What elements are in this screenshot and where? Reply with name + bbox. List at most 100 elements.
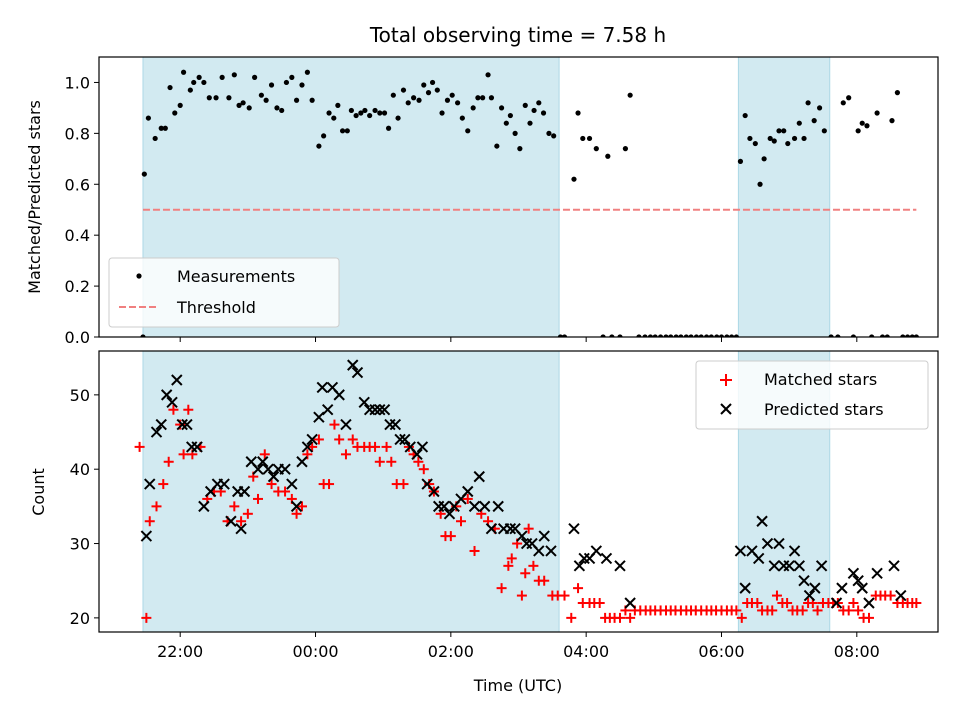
matched-star-point [503, 560, 514, 571]
predicted-star-point [533, 545, 545, 557]
measurement-point [141, 171, 147, 177]
matched-star-point [848, 598, 859, 609]
measurement-point [859, 120, 865, 126]
predicted-star-point [568, 522, 580, 535]
measurement-point [344, 128, 350, 134]
matched-star-point [334, 434, 345, 445]
matched-star-point [178, 449, 189, 460]
measurement-point [869, 334, 875, 337]
predicted-star-point [351, 366, 364, 379]
matched-star-point [911, 598, 922, 609]
measurement-point [586, 135, 593, 142]
measurement-point [551, 133, 557, 139]
measurement-point [776, 128, 782, 134]
predicted-star-point [171, 374, 183, 386]
x-tick-label: 22:00 [157, 642, 203, 661]
predicted-star-point [428, 485, 440, 498]
measurement-point [400, 87, 407, 93]
measurement-point [673, 334, 679, 337]
measurement-point [405, 100, 411, 106]
measurement-point [362, 107, 368, 114]
measurement-point [703, 334, 710, 337]
measurement-point [429, 79, 436, 86]
measurement-point [180, 69, 187, 75]
top-panel-y-label: Matched/Predicted stars [25, 100, 44, 294]
measurement-point [900, 334, 906, 337]
measurement-point [191, 79, 197, 86]
measurement-point [289, 74, 295, 80]
predicted-star-point [160, 389, 173, 401]
measurement-point [724, 334, 730, 337]
predicted-star-point [416, 441, 429, 453]
measurement-point [470, 105, 476, 111]
measurement-point [733, 334, 739, 337]
predicted-star-point [752, 552, 765, 565]
bottom-panel-frame [98, 350, 939, 633]
top-panel-frame [98, 56, 939, 338]
predicted-star-point [290, 500, 303, 513]
matched-star-point [445, 531, 456, 542]
measurement-point [274, 105, 280, 111]
matched-star-point [296, 501, 307, 512]
matched-star-point [280, 486, 291, 497]
measurement-point [540, 110, 547, 116]
predicted-star-point [485, 522, 498, 535]
measurement-point [517, 146, 523, 152]
measurement-point [771, 138, 777, 144]
measurement-point [622, 146, 629, 152]
predicted-star-point [296, 456, 308, 468]
predicted-star-point [321, 404, 334, 416]
measurement-point [459, 115, 465, 121]
measurement-point [678, 334, 684, 337]
y-tick-label: 30 [70, 535, 90, 554]
matched-star-point [253, 493, 264, 504]
measurement-point [309, 97, 315, 103]
measurement-point [503, 120, 509, 126]
matched-star-point [731, 605, 742, 616]
measurement-point [742, 112, 748, 119]
measurement-point [381, 110, 388, 116]
measurement-point [785, 140, 791, 147]
bottom-panel-y-ticks: 20 30 40 50 [70, 386, 99, 628]
matched-star-point [291, 508, 302, 519]
measurement-point [465, 128, 471, 134]
measurement-point [796, 120, 802, 126]
measurement-point [593, 146, 599, 152]
measurement-point [879, 334, 886, 337]
predicted-star-point [394, 433, 406, 446]
measurement-point [737, 158, 744, 164]
observing-window-shading [142, 351, 831, 632]
measurement-point [522, 102, 528, 108]
matched-star-point [614, 612, 625, 623]
predicted-star-point [374, 404, 386, 416]
measurement-point [752, 140, 758, 147]
predicted-star-point [347, 359, 359, 371]
matched-star-point [566, 612, 577, 623]
measurement-point [781, 128, 787, 134]
x-tick-label: 02:00 [428, 642, 474, 661]
measurement-point [246, 105, 252, 111]
matched-star-point [767, 605, 778, 616]
predicted-star-point [573, 560, 586, 572]
matched-star-point [313, 434, 324, 445]
legend-measurements-marker [136, 273, 142, 279]
matched-star-point [134, 441, 145, 452]
measurement-point [698, 334, 704, 337]
measurement-point [580, 135, 586, 142]
measurement-point [488, 95, 495, 101]
predicted-star-point [538, 530, 550, 542]
measurement-point [663, 334, 669, 337]
measurement-point [177, 102, 183, 108]
predicted-star-point [888, 560, 900, 572]
measurement-point [411, 95, 417, 101]
predicted-star-point [809, 582, 821, 594]
predicted-star-point [140, 530, 153, 542]
predicted-star-point [590, 545, 603, 557]
predicted-star-point [301, 441, 314, 453]
measurement-point [729, 334, 735, 337]
measurement-point [140, 334, 146, 337]
matched-star-point [163, 456, 174, 467]
matched-star-point [812, 605, 823, 616]
predicted-star-point [624, 597, 636, 609]
